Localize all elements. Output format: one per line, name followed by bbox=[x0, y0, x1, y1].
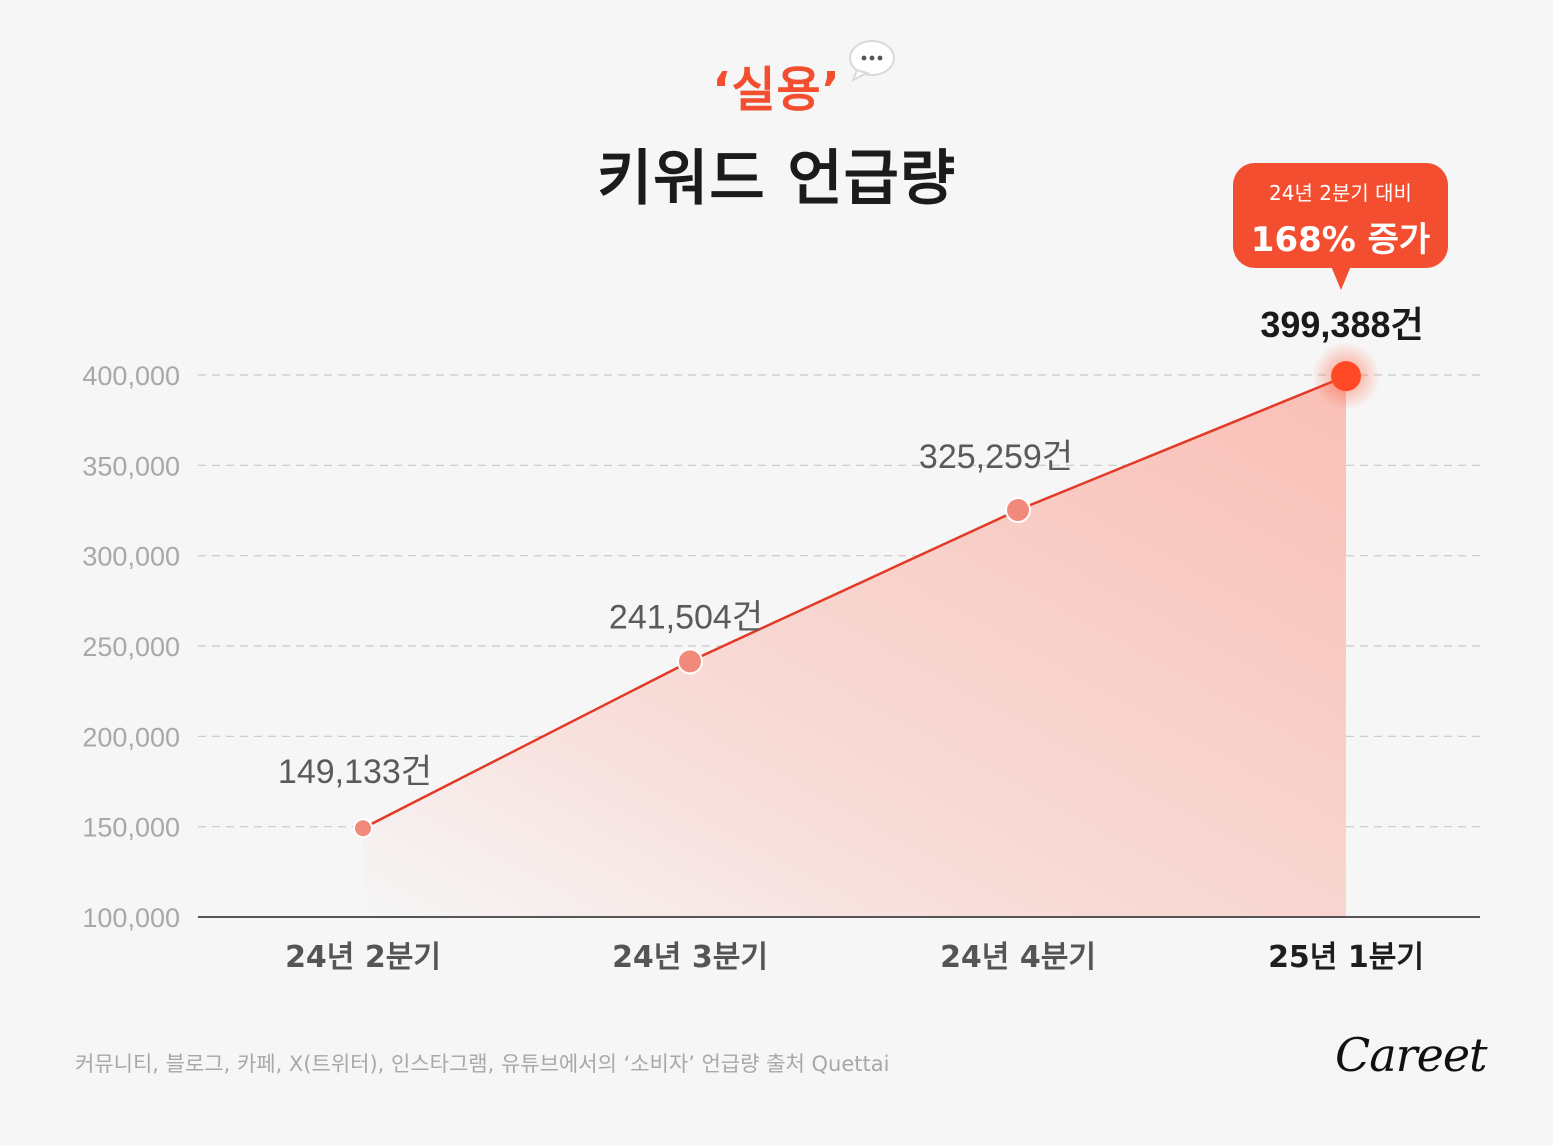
y-tick-label: 150,000 bbox=[82, 813, 180, 843]
x-tick-label: 24년 3분기 bbox=[612, 940, 768, 975]
y-tick-label: 400,000 bbox=[82, 361, 180, 391]
y-tick-label: 300,000 bbox=[82, 542, 180, 572]
source-footnote: 커뮤니티, 블로그, 카페, X(트위터), 인스타그램, 유튜브에서의 ‘소비… bbox=[75, 1052, 890, 1076]
data-label: 149,133건 bbox=[278, 753, 432, 791]
y-axis: 100,000 150,000 200,000 250,000 300,000 350,0… bbox=[82, 361, 180, 933]
title-block: ‘실용’ 키워드 언급량 bbox=[0, 40, 1553, 217]
series-line bbox=[362, 374, 1347, 830]
y-tick-label: 200,000 bbox=[82, 722, 180, 752]
y-tick-label: 100,000 bbox=[82, 903, 180, 933]
x-tick-label: 24년 4분기 bbox=[940, 940, 1096, 975]
x-axis: 24년 2분기 24년 3분기 24년 4분기 25년 1분기 bbox=[285, 940, 1424, 975]
callout-value: 168% 증가 bbox=[1250, 220, 1431, 260]
brand-logo: Careet bbox=[1335, 1028, 1488, 1082]
area-fill bbox=[363, 376, 1346, 917]
data-point-highlight bbox=[1331, 361, 1361, 392]
speech-bubble-icon bbox=[848, 40, 895, 82]
title-accent-text: ‘실용’ bbox=[712, 62, 841, 118]
x-tick-label: 25년 1분기 bbox=[1268, 940, 1424, 975]
data-point bbox=[1005, 497, 1031, 524]
y-tick-label: 250,000 bbox=[82, 632, 180, 662]
data-point bbox=[677, 648, 703, 675]
data-labels: 149,133건 241,504건 325,259건 399,388건 bbox=[278, 304, 1424, 791]
data-label: 241,504건 bbox=[609, 598, 763, 636]
data-points bbox=[353, 342, 1380, 839]
data-point bbox=[353, 818, 373, 839]
callout-subtitle: 24년 2분기 대비 bbox=[1269, 181, 1412, 205]
title-accent: ‘실용’ bbox=[712, 40, 895, 120]
x-tick-label: 24년 2분기 bbox=[285, 940, 441, 975]
increase-callout: 24년 2분기 대비 168% 증가 bbox=[1233, 163, 1448, 290]
page-title: 키워드 언급량 bbox=[596, 144, 957, 214]
data-label: 399,388건 bbox=[1260, 304, 1423, 345]
data-label: 325,259건 bbox=[919, 438, 1073, 476]
y-tick-label: 350,000 bbox=[82, 451, 180, 481]
